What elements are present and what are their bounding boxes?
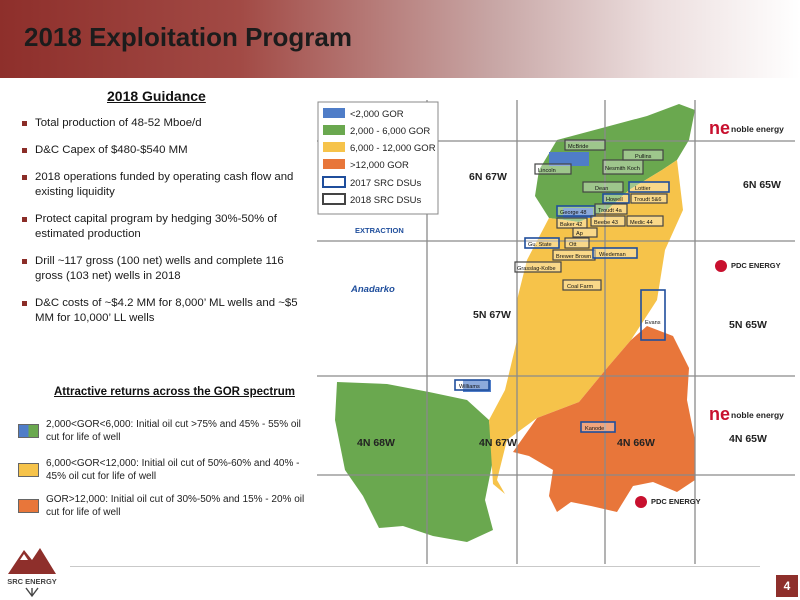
noble-energy-mark: ne bbox=[709, 404, 730, 424]
src-energy-logo: SRC ENERGY bbox=[4, 538, 60, 598]
pdc-energy-logo: PDC ENERGY bbox=[651, 497, 701, 506]
legend-label: 6,000 - 12,000 GOR bbox=[350, 143, 436, 154]
dsu-label: Ap bbox=[576, 231, 583, 237]
legend-swatch-green bbox=[323, 125, 345, 135]
dsu-label: McBride bbox=[568, 144, 589, 150]
guidance-bullet: Protect capital program by hedging 30%-5… bbox=[22, 212, 304, 242]
township-label: 5N 65W bbox=[729, 319, 767, 331]
gor-zone-orange bbox=[513, 326, 695, 512]
returns-heading: Attractive returns across the GOR spectr… bbox=[54, 386, 295, 398]
gor-zone-green bbox=[535, 104, 695, 222]
dsu-label: Lottier bbox=[635, 186, 651, 192]
dsu-label: Wiedeman bbox=[599, 252, 626, 258]
dsu-label: Evans bbox=[645, 320, 661, 326]
footer-divider bbox=[70, 566, 760, 567]
gor-zone-yellow bbox=[489, 160, 683, 494]
gor-swatch-yellow bbox=[18, 463, 39, 477]
noble-energy-logo: noble energy bbox=[731, 124, 784, 134]
page-title: 2018 Exploitation Program bbox=[24, 22, 352, 52]
gor-swatch-blue-green bbox=[18, 424, 39, 438]
gor-map-svg: <2,000 GOR 2,000 - 6,000 GOR 6,000 - 12,… bbox=[317, 100, 795, 564]
dsu-label: Coal Farm bbox=[567, 284, 593, 290]
guidance-heading: 2018 Guidance bbox=[107, 88, 206, 104]
dsu-label: Pullins bbox=[635, 154, 652, 160]
operator-logos: ne noble energy PDC ENERGY ne noble ener… bbox=[350, 118, 784, 508]
dsu-label: Grasslag-Kolbe bbox=[517, 266, 556, 272]
guidance-bullet-list: Total production of 48-52 Mboe/d D&C Cap… bbox=[22, 116, 304, 338]
legend-swatch-blue bbox=[323, 108, 345, 118]
gor-swatch-orange bbox=[18, 499, 39, 513]
legend-swatch-yellow bbox=[323, 142, 345, 152]
mountain-icon: SRC ENERGY bbox=[7, 548, 57, 598]
pdc-energy-icon bbox=[715, 260, 727, 272]
dsu-label: Medic 44 bbox=[630, 220, 653, 226]
legend-swatch-2018-dsu bbox=[322, 193, 346, 205]
guidance-bullet: D&C costs of ~$4.2 MM for 8,000’ ML well… bbox=[22, 296, 304, 326]
dsu-label: Lincoln bbox=[538, 168, 556, 174]
dsu-units: McBride Lincoln Nesmith Koch Pullins Dea… bbox=[454, 139, 670, 433]
legend-label: 2,000 - 6,000 GOR bbox=[350, 126, 430, 137]
noble-energy-logo: noble energy bbox=[731, 410, 784, 420]
guidance-bullet: Drill ~117 gross (100 net) wells and com… bbox=[22, 254, 304, 284]
dsu-label: Nesmith Koch bbox=[605, 166, 640, 172]
legend-swatch-2017-dsu bbox=[322, 176, 346, 188]
dsu-label: Williams bbox=[459, 384, 480, 390]
township-label: 5N 67W bbox=[473, 309, 511, 321]
legend-swatch-orange bbox=[323, 159, 345, 169]
legend-label: 2017 SRC DSUs bbox=[350, 178, 422, 189]
extraction-logo: EXTRACTION bbox=[355, 226, 404, 235]
dsu-label: Howell bbox=[606, 197, 623, 203]
dsu-label: Troudt 5&6 bbox=[634, 197, 661, 203]
legend-label: <2,000 GOR bbox=[350, 109, 404, 120]
township-label: 4N 68W bbox=[357, 437, 395, 449]
dsu-label: Baker 42 bbox=[560, 222, 582, 228]
page-number: 4 bbox=[776, 575, 798, 597]
township-labels: 6N 67W 6N 65W 5N 67W 5N 65W 4N 68W 4N 67… bbox=[357, 171, 781, 449]
dsu-label: Ott bbox=[569, 242, 577, 248]
pdc-energy-icon bbox=[635, 496, 647, 508]
title-bar: 2018 Exploitation Program bbox=[0, 0, 800, 78]
guidance-bullet: D&C Capex of $480-$540 MM bbox=[22, 143, 304, 158]
dsu-label: Kanode bbox=[585, 426, 604, 432]
gor-patch-blue bbox=[563, 208, 593, 218]
anadarko-logo: Anadarko bbox=[350, 284, 395, 295]
noble-energy-mark: ne bbox=[709, 118, 730, 138]
gor-zone-green-south bbox=[335, 382, 493, 542]
township-label: 6N 65W bbox=[743, 179, 781, 191]
return-item-text: 6,000<GOR<12,000: Initial oil cut of 50%… bbox=[46, 458, 300, 482]
gor-map: <2,000 GOR 2,000 - 6,000 GOR 6,000 - 12,… bbox=[317, 100, 795, 564]
township-label: 4N 65W bbox=[729, 433, 767, 445]
pdc-energy-logo: PDC ENERGY bbox=[731, 261, 781, 270]
guidance-bullet: 2018 operations funded by operating cash… bbox=[22, 170, 304, 200]
return-item-text: GOR>12,000: Initial oil cut of 30%-50% a… bbox=[46, 494, 305, 518]
dsu-label: Brewer Brown bbox=[556, 254, 591, 260]
return-item-text: 2,000<GOR<6,000: Initial oil cut >75% an… bbox=[46, 419, 301, 443]
dsu-label: Beebe 43 bbox=[594, 220, 618, 226]
dsu-label: Gu. State bbox=[528, 242, 552, 248]
gor-patch-blue bbox=[463, 380, 491, 392]
logo-text: SRC ENERGY bbox=[7, 577, 57, 586]
gor-patch-blue bbox=[549, 152, 589, 166]
dsu-label: Dean bbox=[595, 186, 608, 192]
guidance-bullet: Total production of 48-52 Mboe/d bbox=[22, 116, 304, 131]
township-label: 4N 66W bbox=[617, 437, 655, 449]
township-label: 4N 67W bbox=[479, 437, 517, 449]
legend-label: 2018 SRC DSUs bbox=[350, 195, 422, 206]
dsu-label: Troudt 4a bbox=[598, 208, 623, 214]
dsu-label: George 48 bbox=[560, 210, 586, 216]
legend-label: >12,000 GOR bbox=[350, 160, 409, 171]
map-legend: <2,000 GOR 2,000 - 6,000 GOR 6,000 - 12,… bbox=[317, 101, 439, 215]
township-label: 6N 67W bbox=[469, 171, 507, 183]
